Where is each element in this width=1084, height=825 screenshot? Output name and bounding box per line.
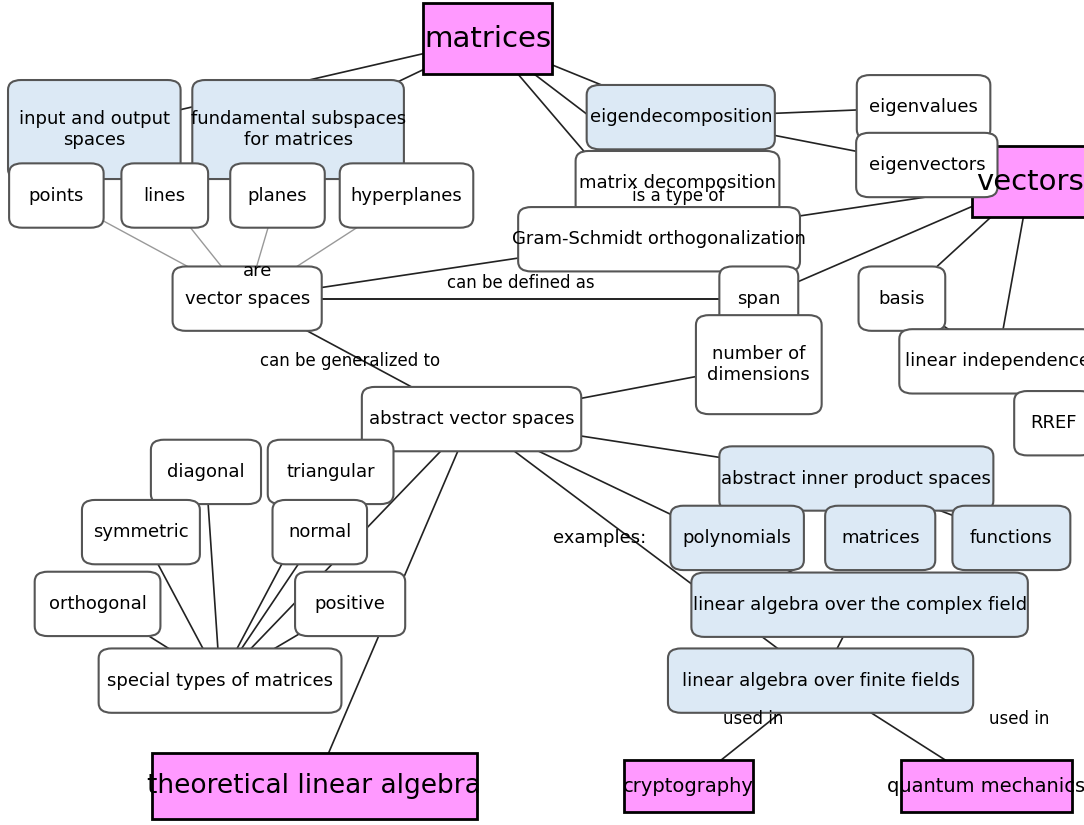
Text: hyperplanes: hyperplanes	[350, 186, 463, 205]
FancyBboxPatch shape	[152, 753, 477, 819]
Text: basis: basis	[879, 290, 925, 308]
Text: theoretical linear algebra: theoretical linear algebra	[147, 773, 481, 799]
Text: number of
dimensions: number of dimensions	[708, 345, 810, 384]
FancyBboxPatch shape	[82, 500, 199, 564]
FancyBboxPatch shape	[268, 440, 393, 504]
FancyBboxPatch shape	[35, 572, 160, 636]
Text: span: span	[737, 290, 780, 308]
Text: functions: functions	[970, 529, 1053, 547]
Text: vectors: vectors	[976, 167, 1084, 196]
FancyBboxPatch shape	[623, 760, 753, 813]
Text: fundamental subspaces
for matrices: fundamental subspaces for matrices	[191, 110, 405, 149]
FancyBboxPatch shape	[586, 85, 775, 149]
FancyBboxPatch shape	[8, 80, 181, 179]
FancyBboxPatch shape	[9, 163, 104, 228]
Text: normal: normal	[288, 523, 351, 541]
FancyBboxPatch shape	[859, 266, 945, 331]
Text: linear independence: linear independence	[905, 352, 1084, 370]
Text: can be generalized to: can be generalized to	[260, 352, 440, 370]
FancyBboxPatch shape	[696, 315, 822, 414]
Text: matrices: matrices	[424, 25, 552, 53]
Text: linear algebra over the complex field: linear algebra over the complex field	[693, 596, 1027, 614]
Text: matrix decomposition: matrix decomposition	[579, 174, 776, 192]
FancyBboxPatch shape	[720, 446, 993, 511]
FancyBboxPatch shape	[720, 266, 798, 331]
Text: vector spaces: vector spaces	[184, 290, 310, 308]
Text: are: are	[243, 262, 273, 280]
Text: examples:: examples:	[553, 529, 646, 547]
Text: Gram-Schmidt orthogonalization: Gram-Schmidt orthogonalization	[512, 230, 806, 248]
Text: lines: lines	[144, 186, 185, 205]
FancyBboxPatch shape	[576, 151, 779, 215]
FancyBboxPatch shape	[295, 572, 405, 636]
FancyBboxPatch shape	[901, 760, 1072, 813]
FancyBboxPatch shape	[423, 3, 553, 74]
FancyBboxPatch shape	[1015, 391, 1084, 455]
Text: diagonal: diagonal	[167, 463, 245, 481]
Text: positive: positive	[314, 595, 386, 613]
FancyBboxPatch shape	[900, 329, 1084, 394]
FancyBboxPatch shape	[971, 146, 1084, 217]
Text: planes: planes	[247, 186, 308, 205]
FancyBboxPatch shape	[121, 163, 208, 228]
Text: abstract vector spaces: abstract vector spaces	[369, 410, 575, 428]
Text: points: points	[28, 186, 85, 205]
Text: eigenvalues: eigenvalues	[869, 98, 978, 116]
Text: used in: used in	[723, 710, 784, 728]
Text: eigenvectors: eigenvectors	[868, 156, 985, 174]
FancyBboxPatch shape	[953, 506, 1070, 570]
Text: quantum mechanics: quantum mechanics	[888, 776, 1084, 796]
FancyBboxPatch shape	[856, 75, 991, 139]
Text: RREF: RREF	[1031, 414, 1076, 432]
Text: special types of matrices: special types of matrices	[107, 672, 333, 690]
FancyBboxPatch shape	[856, 133, 997, 197]
FancyBboxPatch shape	[272, 500, 367, 564]
FancyBboxPatch shape	[172, 266, 322, 331]
FancyBboxPatch shape	[339, 163, 474, 228]
Text: abstract inner product spaces: abstract inner product spaces	[722, 469, 991, 488]
Text: triangular: triangular	[286, 463, 375, 481]
Text: cryptography: cryptography	[623, 776, 753, 796]
FancyBboxPatch shape	[230, 163, 325, 228]
FancyBboxPatch shape	[668, 648, 973, 713]
FancyBboxPatch shape	[99, 648, 341, 713]
Text: eigendecomposition: eigendecomposition	[590, 108, 772, 126]
FancyBboxPatch shape	[692, 573, 1028, 637]
FancyBboxPatch shape	[670, 506, 804, 570]
Text: symmetric: symmetric	[93, 523, 189, 541]
FancyBboxPatch shape	[362, 387, 581, 451]
Text: matrices: matrices	[841, 529, 919, 547]
FancyBboxPatch shape	[151, 440, 261, 504]
Text: linear algebra over finite fields: linear algebra over finite fields	[682, 672, 959, 690]
Text: is a type of: is a type of	[632, 187, 725, 205]
Text: polynomials: polynomials	[683, 529, 791, 547]
Text: input and output
spaces: input and output spaces	[18, 110, 170, 149]
Text: orthogonal: orthogonal	[49, 595, 146, 613]
FancyBboxPatch shape	[518, 207, 800, 271]
FancyBboxPatch shape	[825, 506, 935, 570]
FancyBboxPatch shape	[192, 80, 404, 179]
Text: used in: used in	[989, 710, 1049, 728]
Text: can be defined as: can be defined as	[447, 274, 594, 292]
